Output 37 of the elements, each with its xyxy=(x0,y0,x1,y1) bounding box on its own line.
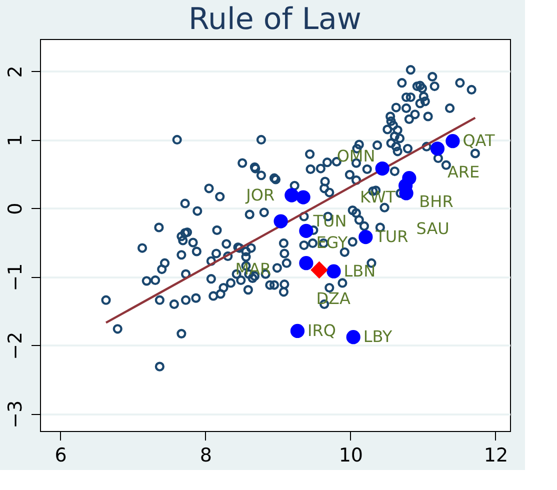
point xyxy=(299,256,314,270)
y-tick-label: 1 xyxy=(4,134,26,146)
point xyxy=(299,224,314,238)
annotation: SAU xyxy=(416,219,450,238)
annotation: JOR xyxy=(245,185,275,204)
annotation: QAT xyxy=(462,131,495,150)
annotation: DZA xyxy=(316,289,350,308)
point xyxy=(346,330,360,344)
annotation: KWT xyxy=(360,188,396,207)
x-tick-label: 10 xyxy=(338,444,364,466)
y-tick-label: −1 xyxy=(4,263,26,292)
annotation: OMN xyxy=(336,146,376,166)
annotation: ARE xyxy=(447,162,480,182)
chart-title: Rule of Law xyxy=(188,2,362,37)
point xyxy=(446,134,460,148)
point xyxy=(375,161,390,176)
x-tick-label: 12 xyxy=(484,444,508,466)
annotation: LBY xyxy=(363,327,392,346)
point xyxy=(430,142,445,156)
annotation: TUN xyxy=(312,211,347,230)
point xyxy=(310,261,328,279)
point xyxy=(296,190,310,204)
annotation: TUR xyxy=(374,227,408,246)
point xyxy=(284,188,299,202)
y-tick-label: 2 xyxy=(4,66,26,78)
point xyxy=(290,324,305,338)
x-tick-label: 8 xyxy=(200,444,212,466)
x-tick-label: 6 xyxy=(54,444,67,466)
annotation: IRQ xyxy=(307,320,336,340)
y-tick-label: 0 xyxy=(4,202,26,215)
annotation: LBN xyxy=(344,261,376,280)
y-tick-label: −3 xyxy=(4,400,26,428)
annotation: BHR xyxy=(419,192,454,212)
point xyxy=(274,214,288,228)
point xyxy=(326,264,341,278)
point xyxy=(358,230,373,244)
y-tick-label: −2 xyxy=(4,332,26,360)
